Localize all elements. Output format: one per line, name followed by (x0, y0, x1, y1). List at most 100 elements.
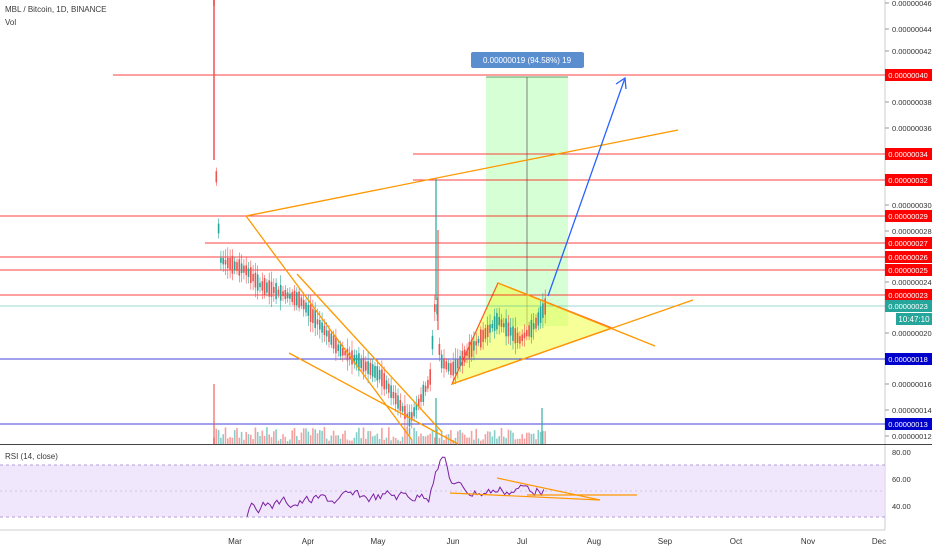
candle-body (539, 306, 542, 323)
candle-body (353, 354, 356, 363)
level-label-box (885, 237, 932, 249)
candle-body (376, 366, 379, 381)
level-label-box (885, 251, 932, 263)
volume-bar (486, 431, 489, 444)
volume-bar (507, 429, 510, 444)
candle-body (346, 348, 349, 361)
candle-body (417, 398, 420, 407)
candle-body (424, 385, 427, 392)
candle-body (314, 310, 316, 328)
candle-body (355, 354, 358, 366)
volume-bar (261, 430, 264, 444)
volume-bar (397, 439, 399, 444)
rsi-resistance-line[interactable] (496, 477, 601, 501)
candle-body (351, 350, 353, 365)
candle-body (484, 328, 487, 339)
volume-bar (300, 432, 303, 444)
projection-arrow-line[interactable] (547, 77, 626, 297)
time-tick-label: Jul (517, 537, 527, 546)
candle-body (463, 349, 466, 363)
candle-body (259, 282, 261, 288)
candle-body (305, 302, 307, 313)
candle-body (496, 312, 498, 330)
candle-body (440, 354, 443, 369)
candle-body (307, 304, 310, 316)
volume-bar (468, 437, 471, 444)
candle-body (507, 322, 510, 337)
time-tick-label: Nov (801, 537, 815, 546)
time-tick-label: Dec (872, 537, 886, 546)
candle-body (247, 268, 250, 277)
volume-bar (440, 430, 443, 444)
volume-bar (459, 429, 461, 444)
candle-body (452, 361, 454, 376)
volume-bar (496, 438, 498, 444)
volume-bar (404, 428, 406, 444)
candle-body (215, 171, 218, 183)
volume-bar (381, 428, 383, 444)
volume-bar (523, 438, 526, 444)
volume-bar (229, 437, 231, 444)
volume-bar (374, 435, 376, 444)
candle-body (420, 394, 422, 402)
volume-bar (243, 439, 245, 444)
volume-bar (328, 440, 330, 444)
candle-body (252, 273, 254, 282)
price-gridlines (885, 2, 889, 437)
candle-body (528, 325, 530, 337)
volume-bar (240, 431, 243, 444)
volume-bar (252, 439, 254, 444)
rising-support-line[interactable] (451, 299, 694, 385)
rsi-support-line[interactable] (449, 492, 601, 501)
falling-wedge-lower-line[interactable] (288, 352, 459, 445)
price-axis-ticks: 0.00000046 0.00000044 0.00000042 0.00000038… (892, 0, 932, 441)
volume-bar (498, 436, 500, 444)
price-tick-label: 0.00000020 (892, 329, 932, 338)
volume-bar (247, 434, 250, 444)
candle-body (406, 413, 408, 418)
candle-body (392, 392, 395, 399)
upper-channel-line[interactable] (245, 129, 679, 217)
volume-bar (339, 438, 342, 444)
projection-arrow-head (615, 76, 627, 90)
volume-bar (337, 435, 339, 444)
candle-body (516, 332, 519, 343)
level-label: 0.00000032 (888, 176, 928, 185)
volume-bar (385, 437, 388, 444)
candle-body (461, 350, 464, 367)
candle-body (434, 304, 436, 312)
volume-bar (489, 431, 491, 444)
candle-body (342, 347, 344, 356)
candle-body (217, 223, 220, 234)
candle-body (323, 325, 326, 336)
candle-body (296, 292, 298, 306)
candle-body (291, 292, 293, 302)
candle-body (325, 330, 328, 337)
level-label-box (885, 353, 932, 365)
falling-wedge-upper-line[interactable] (245, 215, 413, 441)
triangle-resistance-line[interactable] (497, 282, 656, 347)
candle-body (526, 330, 528, 337)
time-tick-label: Jun (447, 537, 460, 546)
candle-body (431, 335, 434, 350)
level-label-box (885, 264, 932, 276)
candle-body (385, 380, 388, 390)
countdown-box (896, 313, 932, 325)
candle-body (542, 303, 544, 318)
level-label-box (885, 418, 932, 430)
candle-body (240, 263, 243, 274)
secondary-down-line[interactable] (296, 273, 443, 433)
volume-bar (362, 427, 365, 444)
rsi-tick-label: 60.00 (892, 475, 911, 484)
candle-body (256, 274, 259, 291)
candle-body (537, 312, 540, 326)
candle-body (309, 304, 312, 323)
volume-bar (279, 438, 282, 444)
countdown-timer: 10:47:10 (898, 315, 930, 324)
candle-body (339, 344, 342, 357)
candle-body (445, 361, 448, 370)
volume-bar (289, 439, 291, 444)
level-label: 0.00000023 (888, 291, 928, 300)
candle-body (523, 332, 526, 339)
